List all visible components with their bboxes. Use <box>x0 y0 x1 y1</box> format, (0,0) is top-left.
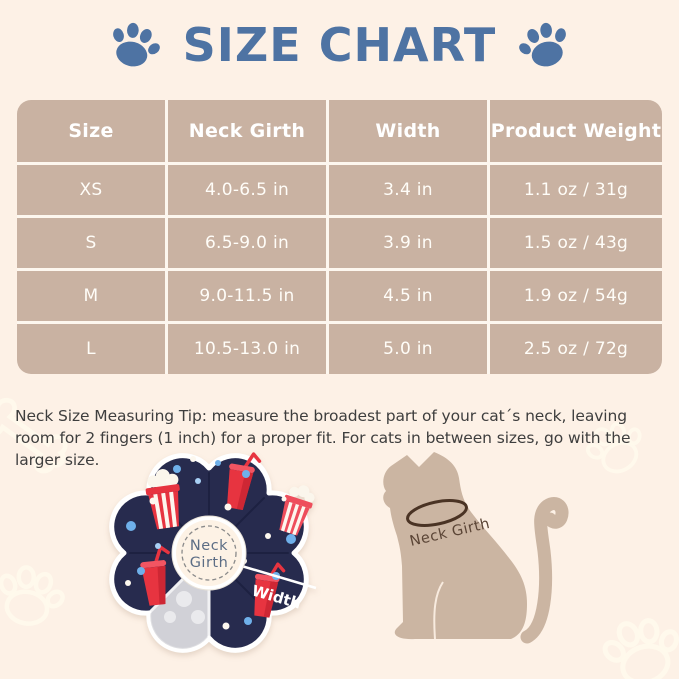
table-cell: M <box>17 271 165 321</box>
size-table: Size Neck Girth Width Product Weight XS … <box>17 100 662 374</box>
dot-pattern-light <box>155 478 201 549</box>
paw-icon <box>112 22 160 67</box>
table-cell: 1.5 oz / 43g <box>490 218 662 268</box>
table-cell: 3.4 in <box>329 165 487 215</box>
table-cell: 6.5-9.0 in <box>168 218 326 268</box>
neck-girth-dashed-circle <box>181 525 237 581</box>
table-cell: L <box>17 324 165 374</box>
table-cell: 5.0 in <box>329 324 487 374</box>
table-cell: XS <box>17 165 165 215</box>
column-header-width: Width <box>329 100 487 162</box>
table-cell: 1.9 oz / 54g <box>490 271 662 321</box>
column-header-neck-girth: Neck Girth <box>168 100 326 162</box>
collar-illustration: Width Neck Girth <box>109 452 317 653</box>
paw-icon <box>519 22 567 67</box>
popcorn-bucket-graphic <box>279 485 315 536</box>
table-cell: 2.5 oz / 72g <box>490 324 662 374</box>
column-header-size: Size <box>17 100 165 162</box>
popcorn-bucket-graphic <box>145 469 180 530</box>
paw-outline-icon <box>585 422 642 474</box>
table-cell: 3.9 in <box>329 218 487 268</box>
soda-cup-graphic <box>226 452 262 511</box>
cat-tail <box>520 497 569 644</box>
cat-silhouette <box>383 452 527 640</box>
table-cell: 4.0-6.5 in <box>168 165 326 215</box>
table-cell: 10.5-13.0 in <box>168 324 326 374</box>
table-cell: 9.0-11.5 in <box>168 271 326 321</box>
paw-outline-icon <box>0 565 65 626</box>
paw-outline-icon <box>602 618 679 679</box>
cat-leg-crease <box>433 581 444 640</box>
neck-girth-center-label-line2: Girth <box>190 555 229 571</box>
table-cell: 1.1 oz / 31g <box>490 165 662 215</box>
petal-popcorn-shadows <box>164 591 205 624</box>
page-header: SIZE CHART <box>0 16 679 74</box>
neck-opening <box>176 520 242 586</box>
bone-outline-icon <box>0 397 68 474</box>
column-header-product-weight: Product Weight <box>490 100 662 162</box>
table-cell: 4.5 in <box>329 271 487 321</box>
cat-illustration: Neck Girth <box>383 452 569 644</box>
neck-girth-center-label-line1: Neck <box>190 538 228 554</box>
table-cell: S <box>17 218 165 268</box>
dot-pattern <box>126 460 296 625</box>
soda-cup-graphic <box>254 562 286 618</box>
cat-collar-ring <box>406 499 468 527</box>
measuring-tip-text: Neck Size Measuring Tip: measure the bro… <box>15 406 631 469</box>
page-title: SIZE CHART <box>182 18 497 72</box>
